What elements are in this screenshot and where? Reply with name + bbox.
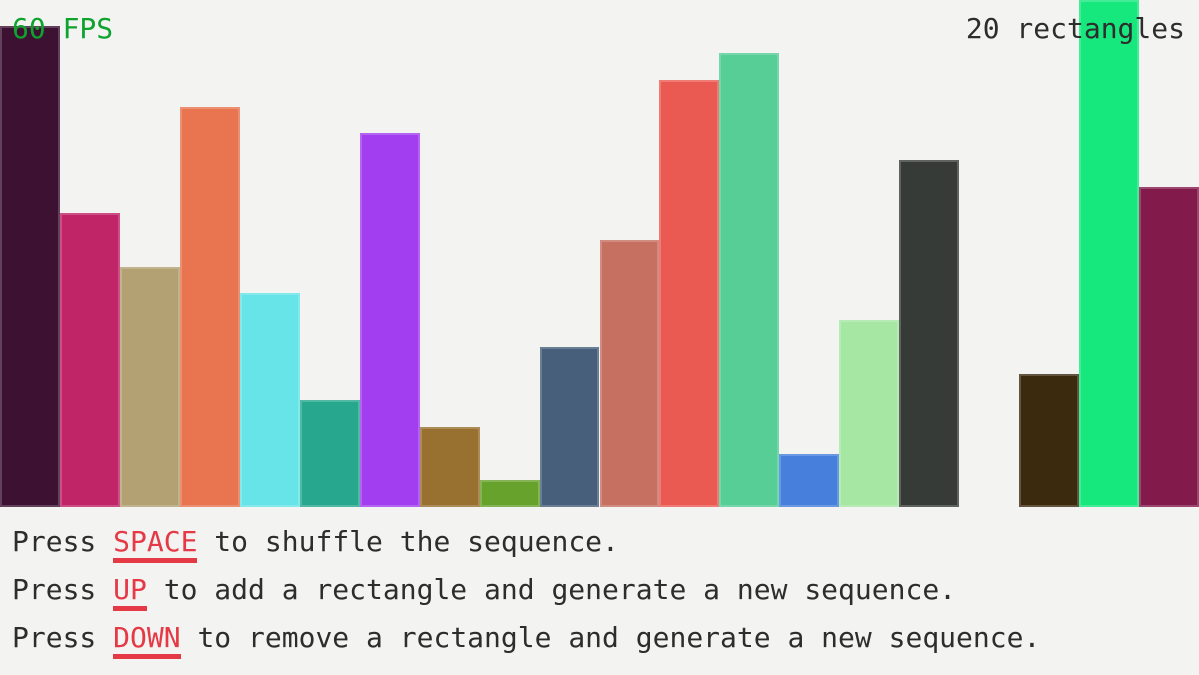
rectangle-bar — [659, 79, 720, 507]
rectangle-bar — [1139, 186, 1199, 507]
instruction-prefix: Press — [12, 525, 114, 558]
rectangle-count-label: 20 rectangles — [965, 12, 1185, 45]
rectangle-bar — [899, 159, 960, 507]
rectangle-bar — [1019, 373, 1080, 507]
instruction-suffix: to remove a rectangle and generate a new… — [180, 621, 1041, 654]
instruction-shuffle: Press SPACE to shuffle the sequence. — [12, 524, 1040, 572]
rectangle-bar — [359, 133, 420, 507]
instruction-suffix: to shuffle the sequence. — [197, 525, 619, 558]
rectangle-bar — [419, 426, 480, 507]
rectangle-bar — [119, 266, 180, 507]
down-key-label: DOWN — [113, 623, 181, 659]
space-key-label: SPACE — [113, 527, 198, 563]
rectangle-bar — [1079, 0, 1140, 507]
rectangle-bar — [59, 213, 120, 507]
instruction-prefix: Press — [12, 573, 114, 606]
rectangle-bar — [239, 293, 300, 507]
instructions-panel: Press SPACE to shuffle the sequence. Pre… — [12, 524, 1040, 668]
rectangle-bar — [479, 480, 540, 507]
fps-counter: 60 FPS — [12, 12, 114, 45]
instruction-remove: Press DOWN to remove a rectangle and gen… — [12, 620, 1040, 668]
rectangle-bar — [839, 320, 900, 507]
rectangle-bar — [599, 240, 660, 507]
instruction-add: Press UP to add a rectangle and generate… — [12, 572, 1040, 620]
instruction-suffix: to add a rectangle and generate a new se… — [146, 573, 957, 606]
rectangle-bar — [719, 53, 780, 507]
instruction-prefix: Press — [12, 621, 114, 654]
rectangle-bar — [179, 106, 240, 507]
rectangle-bar — [779, 453, 840, 507]
up-key-label: UP — [113, 575, 147, 611]
rectangle-bar — [539, 346, 600, 507]
rectangle-bar — [0, 26, 60, 507]
rectangle-bar — [299, 400, 360, 507]
